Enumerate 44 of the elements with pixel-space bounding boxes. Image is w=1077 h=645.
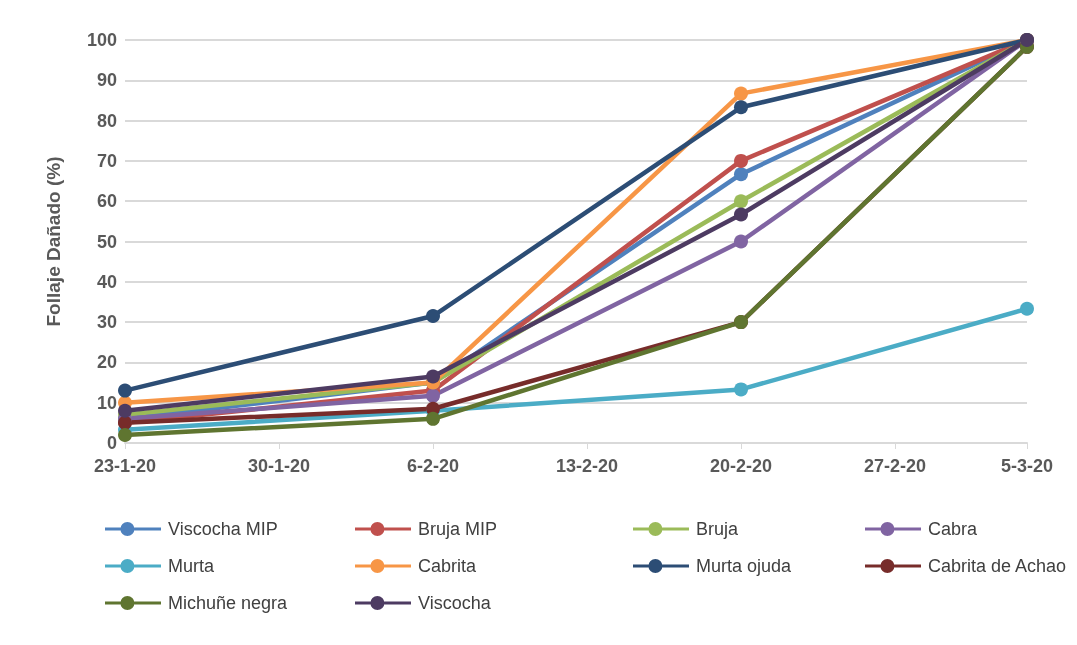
legend-label: Viscocha — [418, 593, 492, 613]
x-tick-label: 5-3-20 — [1000, 456, 1054, 476]
point — [734, 86, 748, 101]
point — [734, 194, 748, 209]
point — [734, 382, 748, 397]
point — [118, 403, 132, 418]
x-tick-label: 13-2-20 — [555, 456, 619, 476]
legend-label: Murta — [168, 556, 215, 576]
y-tick-label: 0 — [106, 433, 117, 453]
x-tick-label: 30-1-20 — [247, 456, 311, 476]
point — [734, 100, 748, 115]
legend-label: Michuñe negra — [168, 593, 289, 613]
x-tick-label: 23-1-20 — [93, 456, 157, 476]
point — [118, 427, 132, 442]
legend-label: Cabrita — [418, 556, 478, 576]
x-tick-label: 20-2-20 — [709, 456, 773, 476]
point — [426, 309, 440, 324]
y-tick-label: 100 — [86, 30, 117, 50]
x-tick-label: 6-2-20 — [406, 456, 460, 476]
legend-label: Cabra — [928, 519, 979, 539]
y-tick-label: 60 — [96, 191, 117, 212]
legend-label: Cabrita de Achao — [928, 556, 1067, 576]
point — [734, 167, 748, 182]
legend-label: Viscocha MIP — [168, 519, 278, 539]
y-tick-label: 10 — [96, 392, 117, 413]
point — [426, 388, 440, 403]
y-tick-label: 40 — [96, 271, 117, 292]
point — [426, 369, 440, 384]
y-tick-label: 20 — [96, 352, 117, 373]
y-tick-label: 90 — [96, 70, 117, 91]
point — [118, 383, 132, 398]
point — [734, 234, 748, 249]
y-tick-label: 30 — [96, 312, 117, 333]
y-tick-label: 80 — [96, 110, 117, 131]
y-tick-label: 70 — [96, 150, 117, 171]
legend-label: Bruja — [696, 519, 740, 539]
y-tick-label: 50 — [96, 231, 117, 252]
point — [734, 207, 748, 222]
y-axis-title: Follaje Dañado (%) — [43, 156, 64, 327]
legend-label: Bruja MIP — [418, 519, 498, 539]
legend-label: Murta ojuda — [696, 556, 793, 576]
point — [734, 153, 748, 168]
x-tick-label: 27-2-20 — [863, 456, 927, 476]
point — [426, 411, 440, 426]
